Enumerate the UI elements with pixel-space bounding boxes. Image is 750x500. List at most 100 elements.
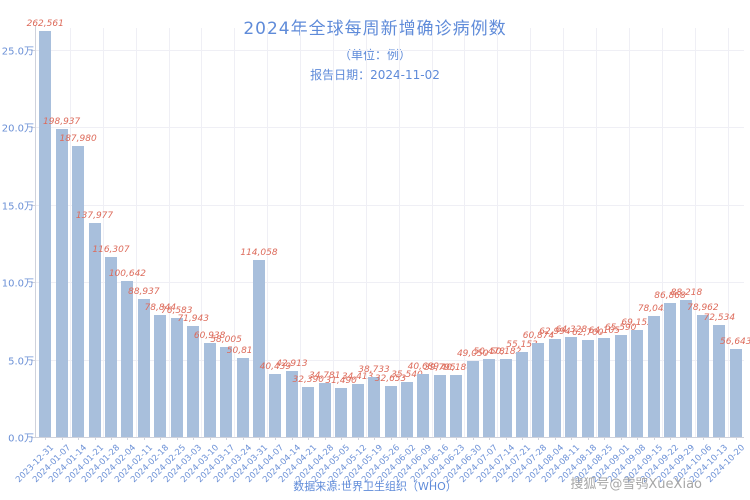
gridline [398, 28, 400, 437]
bar-value-label: 100,642 [108, 269, 147, 280]
gridline [530, 28, 532, 437]
data-source: 数据来源:世界卫生组织（WHO） [293, 480, 457, 493]
gridline [102, 28, 104, 437]
bar-value-label: 78,043 [637, 304, 670, 315]
y-axis-tick [31, 359, 35, 361]
bar [565, 337, 578, 437]
bar [285, 370, 298, 437]
x-axis-tick [324, 437, 326, 440]
bar-value-label: 32,390 [292, 374, 325, 385]
chart-title: 2024年全球每周新增确诊病例数 [243, 19, 507, 39]
bar [581, 339, 594, 437]
bar [647, 316, 660, 437]
bar-value-label: 60,938 [193, 330, 226, 341]
bar-value-label: 58,005 [210, 335, 242, 346]
bar [236, 358, 249, 437]
x-axis-tick [308, 437, 310, 440]
bar-value-label: 65,590 [604, 323, 637, 334]
bar-value-label: 40,689 [407, 362, 440, 372]
bar-value-label: 50,478 [473, 346, 505, 357]
x-axis-tick [571, 437, 573, 440]
gridline [596, 28, 598, 437]
watermark: 搜狐号@雪鸮XueXiao [570, 477, 702, 492]
x-axis-tick [94, 437, 96, 440]
gridline [135, 28, 137, 437]
x-axis-tick [357, 437, 359, 440]
y-axis-tick [31, 282, 35, 284]
bar [483, 358, 496, 437]
y-axis-tick-label: 20.0万 [1, 123, 34, 135]
x-axis-tick [702, 437, 704, 440]
y-axis-tick [31, 204, 35, 206]
x-axis-tick [686, 437, 688, 440]
gridline [69, 28, 71, 437]
bar [664, 302, 676, 437]
bar [335, 388, 348, 437]
y-axis-tick-label: 5.0万 [8, 356, 34, 368]
bar-value-label: 62,994 [539, 327, 571, 338]
bar-value-label: 35,540 [391, 369, 423, 380]
bar [729, 349, 742, 437]
x-axis-tick [472, 437, 474, 440]
bar-value-label: 88,937 [128, 287, 160, 298]
x-axis-tick [176, 437, 178, 440]
bar [400, 381, 413, 437]
bar-value-label: 62,700 [572, 327, 604, 338]
x-axis-tick [719, 437, 721, 440]
bar [433, 375, 446, 437]
bar [384, 386, 397, 437]
x-axis-line [35, 437, 744, 438]
x-axis-tick [653, 437, 655, 440]
bar-value-label: 116,307 [92, 244, 130, 255]
y-axis-tick-label: 10.0万 [1, 278, 34, 290]
y-axis-tick [31, 437, 35, 438]
bar [55, 129, 68, 437]
bar [598, 337, 611, 437]
gridline [300, 28, 302, 437]
x-axis-tick [439, 437, 441, 440]
bar-value-label: 71,943 [177, 313, 209, 324]
bar-value-label: 262,561 [26, 18, 64, 29]
gridline [234, 28, 236, 437]
bar-value-label: 114,058 [240, 248, 278, 259]
y-axis-tick-label: 15.0万 [1, 201, 34, 213]
bar [532, 342, 545, 437]
bar [88, 223, 101, 437]
bar [631, 329, 644, 437]
bar [121, 281, 134, 437]
x-axis-tick [291, 437, 293, 440]
x-axis-tick [505, 437, 507, 440]
bar-value-label: 40,439 [259, 362, 292, 373]
bar-value-label: 50,182 [489, 347, 522, 358]
bar [696, 314, 709, 437]
x-axis-tick [275, 437, 277, 440]
x-axis-tick [127, 437, 129, 440]
bar-value-label: 40,186 [440, 362, 473, 373]
x-axis-tick [637, 437, 639, 440]
bar [713, 324, 726, 437]
x-axis-tick [209, 437, 211, 440]
bar-value-label: 32,653 [374, 374, 407, 385]
x-axis-tick [735, 437, 737, 440]
y-axis-tick-label: 0.0万 [8, 433, 34, 445]
bar [614, 335, 627, 437]
x-axis-tick [242, 437, 244, 440]
bar [417, 374, 430, 437]
bar [516, 351, 529, 437]
bar [318, 383, 331, 437]
x-axis-tick [374, 437, 376, 440]
bar [154, 314, 167, 437]
x-axis-tick [554, 437, 556, 440]
gridline [35, 282, 744, 284]
gridline [464, 28, 466, 437]
gridline [35, 50, 744, 51]
gridline [35, 127, 744, 129]
x-axis-tick [143, 437, 145, 440]
y-axis-line [35, 25, 36, 437]
gridline [201, 28, 203, 437]
bar-value-label: 55,153 [506, 339, 538, 350]
bar-value-label: 88,218 [670, 288, 703, 299]
bar-value-label: 78,844 [144, 302, 177, 313]
gridline [694, 28, 696, 437]
chart-report-date: 报告日期：2024-11-02 [310, 68, 440, 82]
